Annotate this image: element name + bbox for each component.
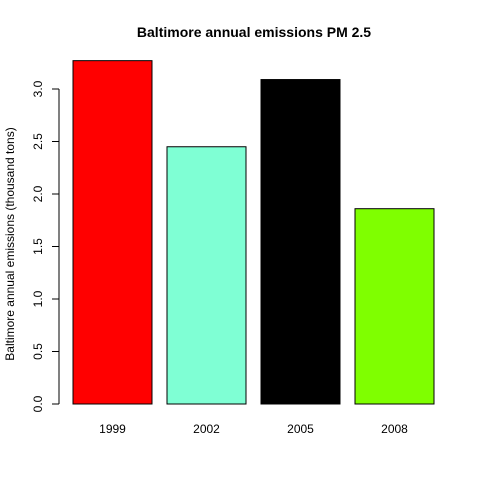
y-tick-label: 0.5	[31, 343, 45, 360]
y-tick-label: 3.0	[31, 80, 45, 97]
y-tick-label: 1.0	[31, 290, 45, 307]
x-tick-label: 1999	[99, 422, 126, 436]
y-tick-label: 0.0	[31, 395, 45, 412]
y-axis: 0.0 0.5 1.0 1.5 2.0 2.5 3.0	[31, 80, 60, 412]
x-tick-label: 2008	[381, 422, 408, 436]
x-tick-label: 2005	[287, 422, 314, 436]
x-tick-labels: 1999 2002 2005 2008	[99, 422, 408, 436]
bar-2005	[260, 79, 341, 405]
chart-title: Baltimore annual emissions PM 2.5	[137, 24, 371, 40]
y-tick-label: 2.5	[31, 133, 45, 150]
bar-1999	[72, 60, 153, 405]
y-axis-label: Baltimore annual emissions (thousand ton…	[3, 127, 17, 360]
y-tick-label: 1.5	[31, 238, 45, 255]
y-tick-label: 2.0	[31, 185, 45, 202]
bars-group	[72, 60, 435, 405]
bar-2002	[166, 146, 247, 405]
x-tick-label: 2002	[193, 422, 220, 436]
bar-2008	[354, 208, 435, 405]
